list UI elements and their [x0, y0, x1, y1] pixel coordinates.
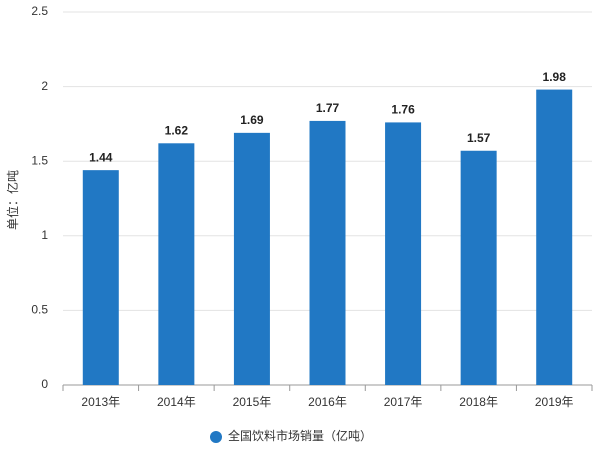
- bar: [158, 143, 195, 385]
- legend-label: 全国饮料市场销量（亿吨）: [228, 428, 372, 443]
- x-tick-label: 2013年: [81, 395, 120, 409]
- y-tick-label: 2: [41, 79, 48, 93]
- bar: [82, 170, 119, 385]
- x-tick-label: 2016年: [308, 395, 347, 409]
- y-tick-label: 0.5: [31, 303, 48, 317]
- value-label: 1.77: [316, 101, 340, 115]
- legend-marker: [210, 431, 222, 443]
- y-axis-label: 单位：亿吨: [5, 170, 20, 230]
- value-label: 1.57: [467, 131, 491, 145]
- y-tick-label: 1.5: [31, 153, 48, 167]
- x-tick-label: 2015年: [233, 395, 272, 409]
- x-tick-label: 2014年: [157, 395, 196, 409]
- value-label: 1.98: [543, 70, 567, 84]
- bar: [536, 89, 573, 386]
- y-tick-label: 1: [41, 228, 48, 242]
- bar: [385, 122, 422, 386]
- bar: [460, 150, 497, 385]
- y-tick-label: 0: [41, 377, 48, 391]
- value-label: 1.76: [391, 103, 415, 117]
- value-label: 1.62: [165, 123, 189, 137]
- bar: [233, 132, 270, 385]
- x-tick-label: 2019年: [535, 395, 574, 409]
- x-tick-label: 2018年: [459, 395, 498, 409]
- x-tick-label: 2017年: [384, 395, 423, 409]
- value-label: 1.44: [89, 150, 113, 164]
- y-tick-label: 2.5: [31, 4, 48, 18]
- value-label: 1.69: [240, 113, 264, 127]
- bar: [309, 120, 346, 385]
